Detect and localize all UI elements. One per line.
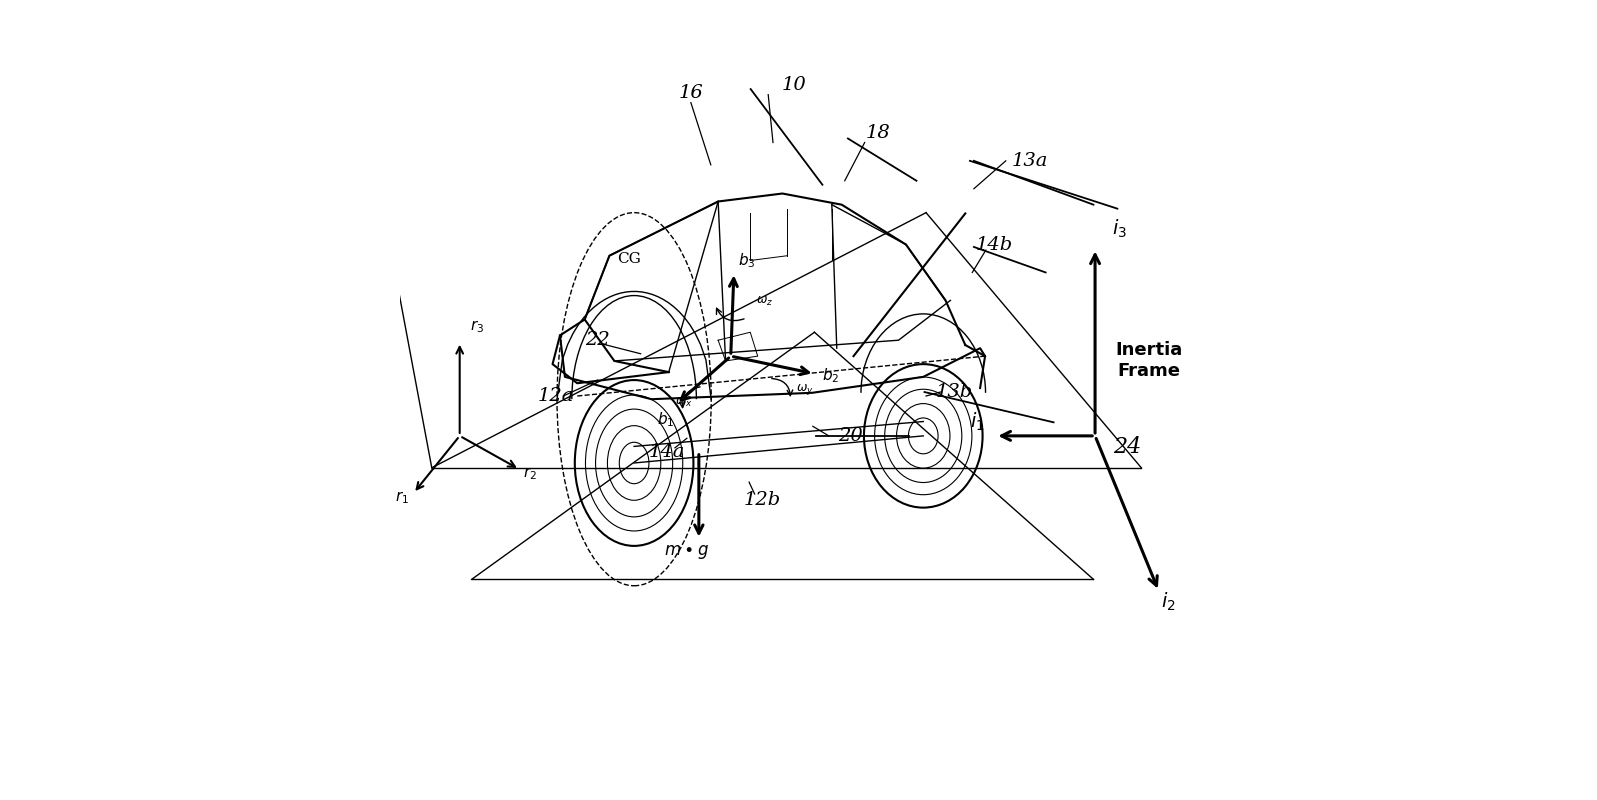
Text: $i_2$: $i_2$ xyxy=(1161,590,1175,613)
Text: 12b: 12b xyxy=(744,490,781,509)
Text: Inertia
Frame: Inertia Frame xyxy=(1116,341,1183,379)
Text: $i_3$: $i_3$ xyxy=(1112,218,1126,240)
Text: 14a: 14a xyxy=(648,443,685,461)
Text: 16: 16 xyxy=(679,84,703,102)
Text: $r_3$: $r_3$ xyxy=(470,318,484,335)
Text: 13a: 13a xyxy=(1011,152,1048,170)
Text: $r_1$: $r_1$ xyxy=(396,490,409,506)
Text: $i_1$: $i_1$ xyxy=(969,411,984,434)
Text: 10: 10 xyxy=(783,76,806,94)
Text: 12a: 12a xyxy=(537,387,573,405)
Text: 24: 24 xyxy=(1113,437,1142,458)
Text: $r_2$: $r_2$ xyxy=(522,466,537,482)
Text: $\omega_z$: $\omega_z$ xyxy=(757,295,773,309)
Text: $b_1$: $b_1$ xyxy=(656,410,674,430)
Text: $\omega_x$: $\omega_x$ xyxy=(676,396,693,409)
Text: $\omega_y$: $\omega_y$ xyxy=(797,382,814,397)
Text: CG: CG xyxy=(618,252,642,266)
Text: $m \bullet g$: $m \bullet g$ xyxy=(664,543,709,562)
Text: 22: 22 xyxy=(585,331,610,350)
Text: 13b: 13b xyxy=(936,383,973,401)
Text: 20: 20 xyxy=(838,427,862,445)
Text: $b_2$: $b_2$ xyxy=(822,366,838,386)
Text: 14b: 14b xyxy=(976,235,1012,254)
Text: 18: 18 xyxy=(866,124,891,142)
Text: $b_3$: $b_3$ xyxy=(738,251,755,270)
